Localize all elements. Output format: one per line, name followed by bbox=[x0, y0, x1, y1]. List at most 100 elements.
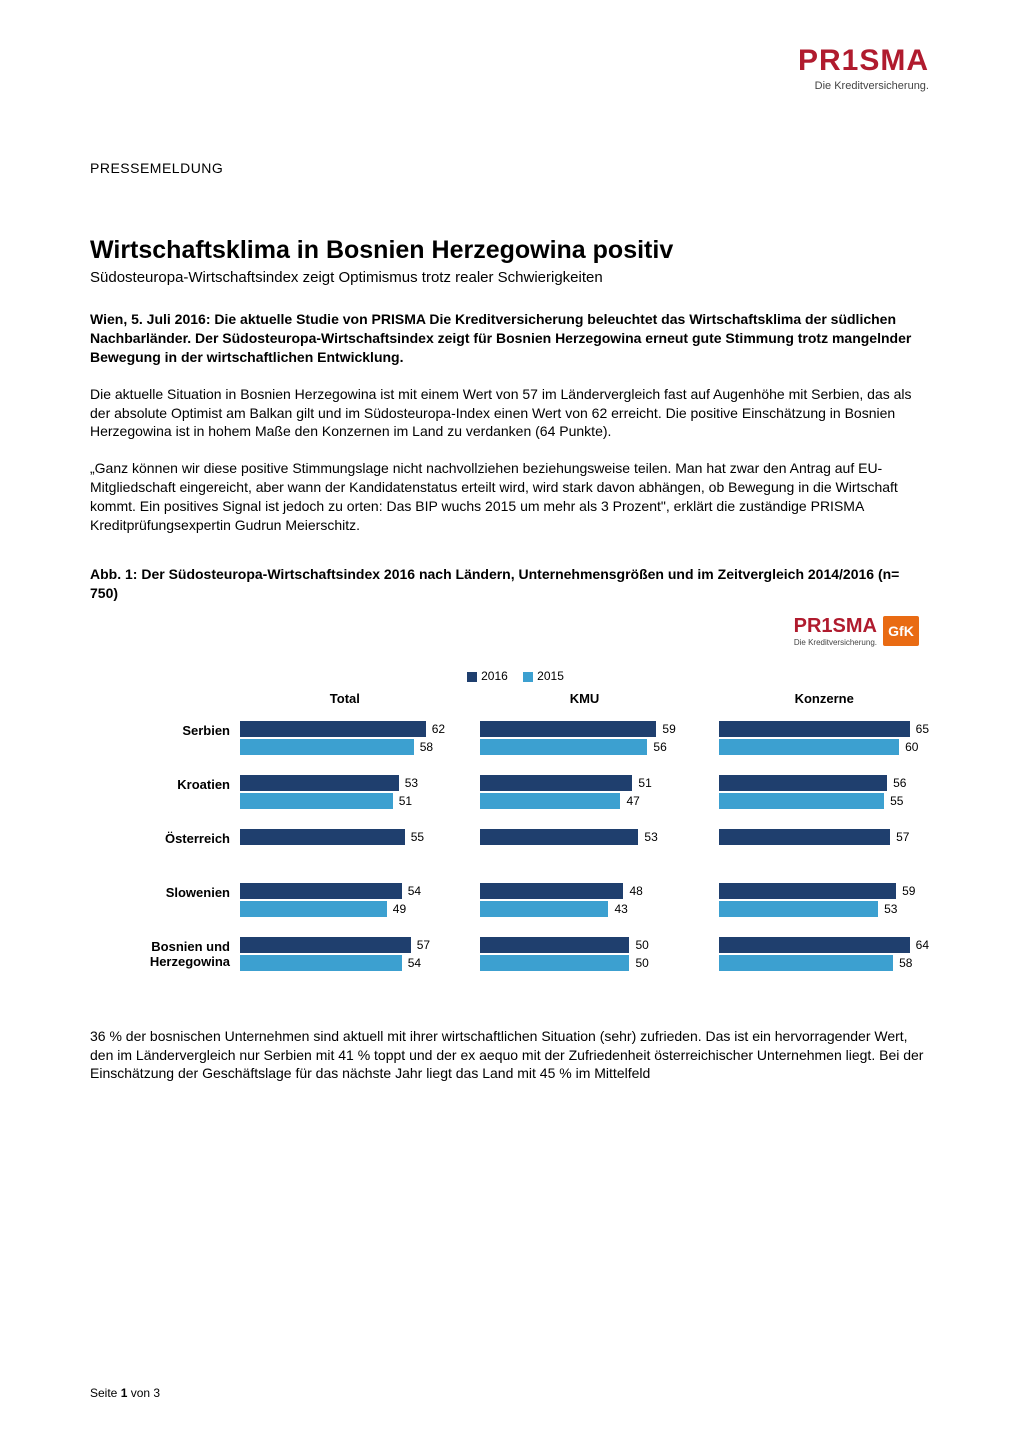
chart-bar-row: 54 bbox=[240, 955, 450, 971]
chart-bar-row: 56 bbox=[719, 775, 929, 791]
chart-bar-value: 60 bbox=[905, 740, 918, 754]
chart-country-label: Slowenien bbox=[90, 879, 240, 933]
chart-bar-value: 48 bbox=[629, 884, 642, 898]
legend-swatch-2016 bbox=[467, 672, 477, 682]
brand-logo: PR1SMA Die Kreditversicherung. bbox=[798, 44, 929, 92]
chart-bar bbox=[240, 829, 405, 845]
chart-bar-group: 5351 bbox=[240, 771, 450, 825]
chart-bar bbox=[719, 955, 893, 971]
chart-bar-value: 50 bbox=[635, 938, 648, 952]
chart-bar-value: 59 bbox=[902, 884, 915, 898]
chart-panel: KMU595651475348435050 bbox=[480, 691, 690, 987]
chart-bar-value: 59 bbox=[662, 722, 675, 736]
chart-bar-value: 49 bbox=[393, 902, 406, 916]
chart-bar-row: 57 bbox=[240, 937, 450, 953]
chart-bar-value: 50 bbox=[635, 956, 648, 970]
chart-bar-group: 64 58 bbox=[719, 933, 929, 987]
chart-bar-row: 53 bbox=[719, 901, 929, 917]
chart-bar-value: 58 bbox=[899, 956, 912, 970]
chart-bar-group: 55 bbox=[240, 825, 450, 879]
chart-bar bbox=[240, 901, 387, 917]
chart-bar bbox=[719, 883, 896, 899]
chart-panel-title: Konzerne bbox=[719, 691, 929, 717]
chart-bar-group: 6258 bbox=[240, 717, 450, 771]
chart-bar bbox=[240, 937, 411, 953]
chart-bar-group: 5655 bbox=[719, 771, 929, 825]
chart-bar-row: 58 bbox=[240, 739, 450, 755]
chart-bar bbox=[240, 793, 393, 809]
chart-panel: Konzerne656056555759536458 bbox=[719, 691, 929, 987]
chart-bar-row: 47 bbox=[480, 793, 690, 809]
chart-bar-row: 51 bbox=[240, 793, 450, 809]
chart-bar-value: 53 bbox=[405, 776, 418, 790]
chart: SerbienKroatienÖsterreichSlowenienBosnie… bbox=[90, 691, 929, 987]
body-paragraph-3: 36 % der bosnischen Unternehmen sind akt… bbox=[90, 1027, 929, 1084]
chart-bar-group: 5956 bbox=[480, 717, 690, 771]
chart-bar-value: 64 bbox=[916, 938, 929, 952]
chart-bar-value: 58 bbox=[420, 740, 433, 754]
chart-bar-row: 48 bbox=[480, 883, 690, 899]
chart-bar-row: 53 bbox=[240, 775, 450, 791]
chart-panel: Total625853515554495754 bbox=[240, 691, 450, 987]
chart-bar-group: 57 bbox=[719, 825, 929, 879]
chart-bar-group: 5754 bbox=[240, 933, 450, 987]
chart-bar-row: 49 bbox=[240, 901, 450, 917]
chart-bar bbox=[240, 775, 399, 791]
chart-country-label: Bosnien und Herzegowina bbox=[90, 933, 240, 987]
chart-bar bbox=[240, 955, 402, 971]
body-paragraph-1: Die aktuelle Situation in Bosnien Herzeg… bbox=[90, 385, 929, 442]
chart-bar-row: 57 bbox=[719, 829, 929, 845]
chart-bar-group: 5147 bbox=[480, 771, 690, 825]
chart-bar-value: 65 bbox=[916, 722, 929, 736]
chart-bar-group: 6560 bbox=[719, 717, 929, 771]
chart-bar bbox=[480, 721, 657, 737]
chart-panel-title: KMU bbox=[480, 691, 690, 717]
legend-swatch-2015 bbox=[523, 672, 533, 682]
logo-main: PR1SMA bbox=[798, 44, 929, 78]
chart-bar-row: 64 bbox=[719, 937, 929, 953]
chart-bar bbox=[480, 955, 630, 971]
chart-bar-value: 54 bbox=[408, 956, 421, 970]
body-paragraph-2: „Ganz können wir diese positive Stimmung… bbox=[90, 459, 929, 535]
chart-panel-title: Total bbox=[240, 691, 450, 717]
chart-bar-value: 62 bbox=[432, 722, 445, 736]
chart-bar-row: 55 bbox=[719, 793, 929, 809]
chart-bar-row: 54 bbox=[240, 883, 450, 899]
chart-country-label: Serbien bbox=[90, 717, 240, 771]
chart-bar-row: 59 bbox=[480, 721, 690, 737]
chart-bar-row: 62 bbox=[240, 721, 450, 737]
chart-legend: 2016 2015 bbox=[90, 669, 929, 683]
subhead: Südosteuropa-Wirtschaftsindex zeigt Opti… bbox=[90, 269, 929, 286]
chart-country-label: Österreich bbox=[90, 825, 240, 879]
page-footer: Seite 1 von 3 bbox=[90, 1386, 160, 1400]
chart-bar bbox=[480, 937, 630, 953]
chart-logo-row: PR1SMA Die Kreditversicherung. GfK bbox=[90, 615, 929, 647]
chart-bar-group: 53 bbox=[480, 825, 690, 879]
chart-bar-row: 51 bbox=[480, 775, 690, 791]
chart-panels: Total625853515554495754KMU59565147534843… bbox=[240, 691, 929, 987]
logo-sub: Die Kreditversicherung. bbox=[798, 80, 929, 92]
chart-bar-group: 59 53 bbox=[719, 879, 929, 933]
chart-bar-row: 59 bbox=[719, 883, 929, 899]
chart-bar-value: 51 bbox=[638, 776, 651, 790]
chart-bar bbox=[719, 721, 909, 737]
chart-bar bbox=[719, 739, 899, 755]
chart-bar bbox=[480, 775, 633, 791]
chart-row-labels: SerbienKroatienÖsterreichSlowenienBosnie… bbox=[90, 691, 240, 987]
chart-bar-value: 53 bbox=[884, 902, 897, 916]
chart-bar-group: 4843 bbox=[480, 879, 690, 933]
chart-bar-row: 65 bbox=[719, 721, 929, 737]
chart-bar-row: 58 bbox=[719, 955, 929, 971]
legend-label-2015: 2015 bbox=[537, 669, 564, 683]
chart-bar bbox=[240, 739, 414, 755]
chart-bar-value: 56 bbox=[893, 776, 906, 790]
chart-bar-value: 51 bbox=[399, 794, 412, 808]
chart-logo-prisma: PR1SMA Die Kreditversicherung. bbox=[794, 615, 877, 647]
chart-bar-row: 60 bbox=[719, 739, 929, 755]
chart-bar-value: 55 bbox=[890, 794, 903, 808]
chart-bar bbox=[480, 739, 648, 755]
chart-bar bbox=[240, 721, 426, 737]
chart-bar-value: 57 bbox=[896, 830, 909, 844]
chart-logo-gfk: GfK bbox=[883, 616, 919, 646]
chart-bar-row: 50 bbox=[480, 937, 690, 953]
